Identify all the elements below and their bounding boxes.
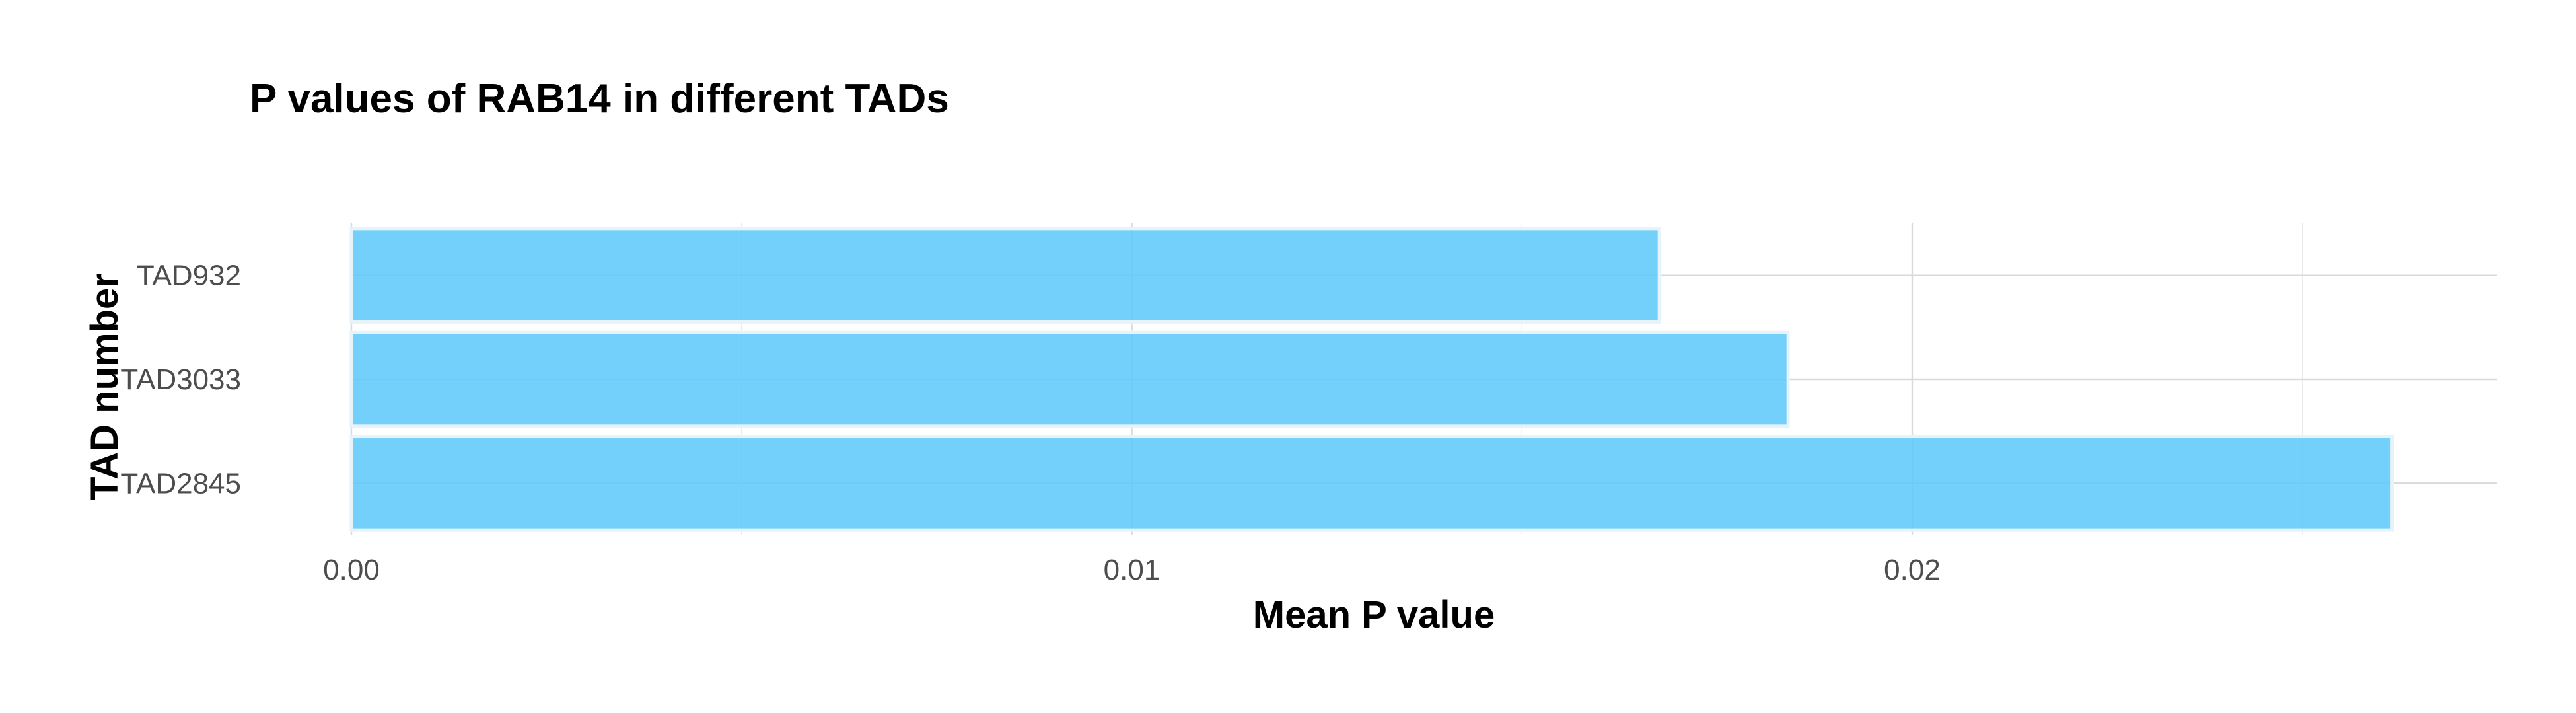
- bars: [349, 227, 2394, 532]
- y-tick-label: TAD3033: [120, 363, 241, 396]
- x-axis-title: Mean P value: [1253, 593, 1495, 636]
- chart-title: P values of RAB14 in different TADs: [250, 76, 949, 122]
- bar-tad2845: [349, 435, 2394, 532]
- y-tick-label: TAD2845: [120, 467, 241, 500]
- bar-tad3033: [349, 330, 1790, 428]
- x-tick-label: 0.01: [1104, 554, 1161, 586]
- y-tick-label: TAD932: [137, 260, 241, 292]
- x-tick-label: 0.00: [323, 554, 380, 586]
- x-axis-tick-labels: 0.00 0.01 0.02: [323, 554, 1941, 586]
- y-axis-title: TAD number: [83, 273, 126, 500]
- x-tick-label: 0.02: [1884, 554, 1941, 586]
- y-axis-tick-labels: TAD932 TAD3033 TAD2845: [120, 260, 241, 500]
- bar-tad932: [349, 227, 1661, 324]
